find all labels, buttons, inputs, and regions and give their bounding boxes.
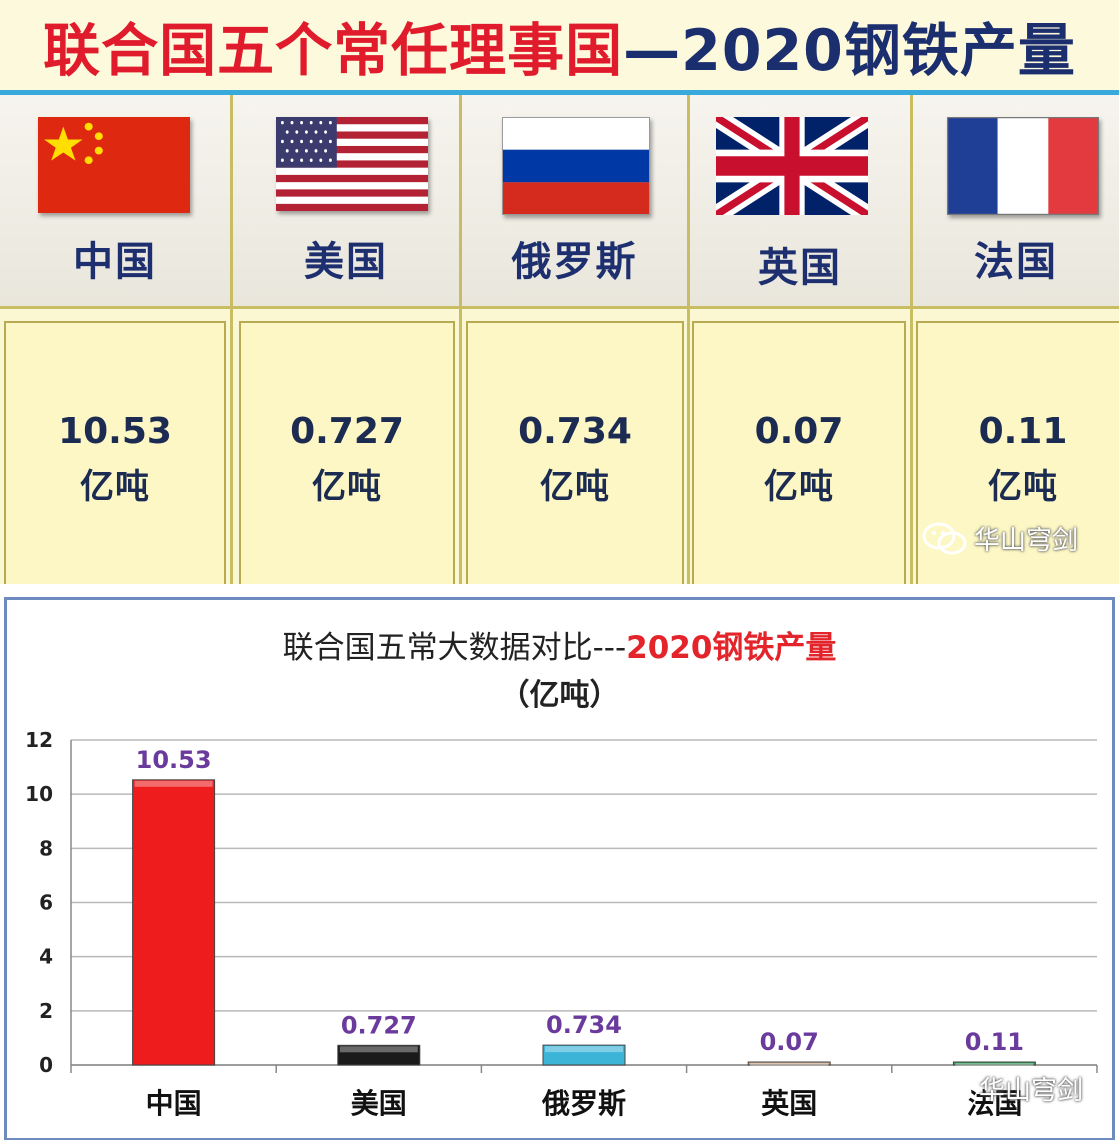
watermark-text: 华山穹剑 <box>974 526 1079 556</box>
chart-title: 联合国五常大数据对比---2020钢铁产量 <box>7 622 1112 667</box>
bar <box>542 1044 626 1066</box>
country-column-china: 中国 10.53 亿吨 <box>0 95 230 584</box>
wechat-icon <box>927 1072 972 1104</box>
infographic-panel: 联合国五个常任理事国 —2020钢铁产量 中国 10.53 亿吨 <box>0 0 1119 584</box>
production-unit: 亿吨 <box>764 467 834 507</box>
bar-chart: 0 2 4 6 8 10 12 10.53 中国 0.727 美国 0.734 俄罗斯 0.07 英国 0.1… <box>25 728 1098 1120</box>
value-box: 0.727 亿吨 <box>239 321 455 584</box>
data-label: 0.727 <box>341 1011 417 1039</box>
y-tick-label: 8 <box>39 836 53 860</box>
band-divider <box>0 306 1119 309</box>
y-tick-label: 2 <box>39 999 53 1023</box>
bar-highlight <box>339 1046 418 1053</box>
y-tick-label: 4 <box>39 945 53 969</box>
data-label: 0.11 <box>965 1028 1024 1056</box>
bar-highlight <box>955 1063 1034 1066</box>
china-flag-icon <box>38 117 190 213</box>
chart-subtitle: （亿吨） <box>499 678 620 713</box>
production-value: 10.53 <box>58 411 172 452</box>
chart-title-highlight: 2020钢铁产量 <box>626 630 837 666</box>
infographic-title: 联合国五个常任理事国 —2020钢铁产量 <box>0 0 1119 92</box>
production-unit: 亿吨 <box>80 467 150 507</box>
data-label: 0.734 <box>546 1011 622 1039</box>
value-box: 0.07 亿吨 <box>692 321 906 584</box>
production-unit: 亿吨 <box>540 467 610 507</box>
production-unit: 亿吨 <box>988 467 1058 507</box>
value-box: 0.734 亿吨 <box>466 321 684 584</box>
country-column-france: 法国 0.11 亿吨 <box>913 95 1119 584</box>
watermark: 华山穹剑 <box>922 520 1078 557</box>
column-divider <box>687 95 690 584</box>
production-unit: 亿吨 <box>312 467 382 507</box>
country-column-russia: 俄罗斯 0.734 亿吨 <box>462 95 687 584</box>
country-name: 俄罗斯 <box>511 239 638 285</box>
column-divider <box>230 95 233 584</box>
production-value: 0.734 <box>518 411 632 452</box>
uk-flag-icon <box>716 117 868 215</box>
production-value: 0.07 <box>754 411 844 452</box>
russia-flag-icon <box>502 117 650 215</box>
y-tick-label: 6 <box>39 891 53 915</box>
watermark: 华山穹剑 <box>927 1070 1083 1107</box>
y-tick-label: 0 <box>39 1053 53 1077</box>
bar <box>952 1061 1036 1066</box>
country-name: 法国 <box>974 239 1058 285</box>
country-column-uk: 英国 0.07 亿吨 <box>690 95 910 584</box>
column-divider <box>459 95 462 584</box>
bar <box>747 1061 831 1066</box>
data-label: 0.07 <box>760 1028 819 1056</box>
x-tick-label: 美国 <box>351 1087 407 1120</box>
y-tick-label: 10 <box>25 782 53 806</box>
value-box: 10.53 亿吨 <box>4 321 226 584</box>
bar-highlight <box>750 1063 829 1066</box>
x-tick-label: 英国 <box>761 1087 817 1120</box>
usa-flag-icon <box>276 117 428 211</box>
title-blue-part: —2020钢铁产量 <box>623 18 1076 84</box>
bar <box>337 1044 421 1066</box>
bar-highlight <box>545 1046 623 1053</box>
data-label: 10.53 <box>136 746 212 774</box>
chart-title-text: 联合国五常大数据对比--- <box>282 630 627 666</box>
country-column-usa: 美国 0.727 亿吨 <box>233 95 459 584</box>
x-tick-label: 法国 <box>966 1087 1022 1120</box>
bar-highlight <box>134 780 213 787</box>
column-divider <box>910 95 913 584</box>
country-name: 中国 <box>73 239 157 285</box>
watermark-text: 华山穹剑 <box>979 1076 1084 1106</box>
title-red-part: 联合国五个常任理事国 <box>43 18 624 84</box>
country-name: 美国 <box>304 239 388 285</box>
production-value: 0.727 <box>290 411 404 452</box>
bar <box>132 779 216 1066</box>
wechat-icon <box>922 522 967 554</box>
bar-chart-panel: 联合国五常大数据对比---2020钢铁产量 （亿吨） 0 2 4 6 8 10 12 10.5… <box>4 597 1115 1140</box>
x-tick-label: 俄罗斯 <box>541 1087 626 1120</box>
title-divider <box>0 90 1119 95</box>
production-value: 0.11 <box>978 411 1068 452</box>
x-tick-label: 中国 <box>146 1087 202 1120</box>
y-tick-label: 12 <box>25 728 53 752</box>
france-flag-icon <box>947 117 1099 215</box>
value-box: 0.11 亿吨 <box>916 321 1119 584</box>
country-name: 英国 <box>758 245 842 291</box>
